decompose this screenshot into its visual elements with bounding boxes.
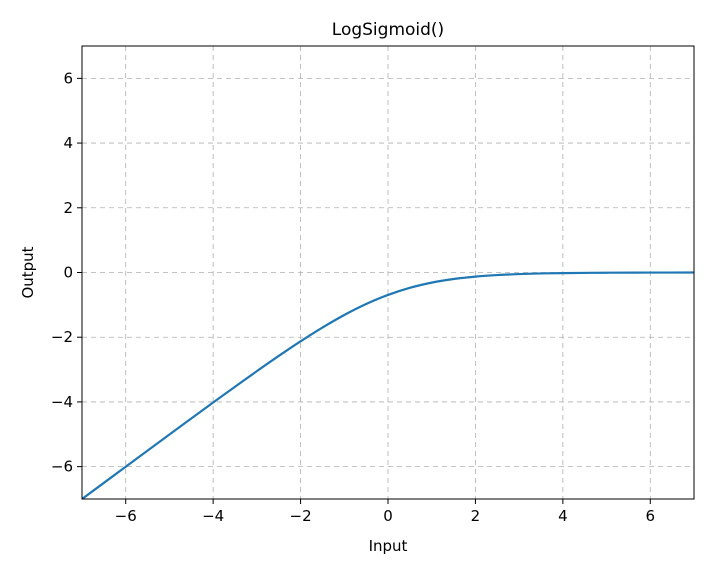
- x-tick-label: 2: [471, 507, 481, 525]
- x-tick-label: −2: [290, 507, 312, 525]
- series-layer: [82, 271, 694, 499]
- x-tick-label: −4: [202, 507, 224, 525]
- x-tick-label: −6: [115, 507, 137, 525]
- axis-ticks: −6 −4 −2 0 2 4 6 −6 −4 −2 0 2 4 6: [51, 69, 655, 525]
- x-axis-label: Input: [369, 537, 408, 555]
- y-tick-label: 4: [63, 134, 73, 152]
- chart-title: LogSigmoid(): [332, 20, 444, 40]
- y-tick-label: −4: [51, 393, 73, 411]
- x-tick-label: 4: [558, 507, 568, 525]
- y-axis-label: Output: [19, 246, 37, 298]
- y-tick-label: −6: [51, 458, 73, 476]
- y-tick-label: 6: [63, 69, 73, 87]
- y-tick-label: −2: [51, 328, 73, 346]
- x-tick-label: 0: [383, 507, 393, 525]
- y-tick-label: 0: [63, 264, 73, 282]
- x-tick-label: 6: [646, 507, 656, 525]
- logsigmoid-series-line: [82, 271, 694, 499]
- y-tick-label: 2: [63, 199, 73, 217]
